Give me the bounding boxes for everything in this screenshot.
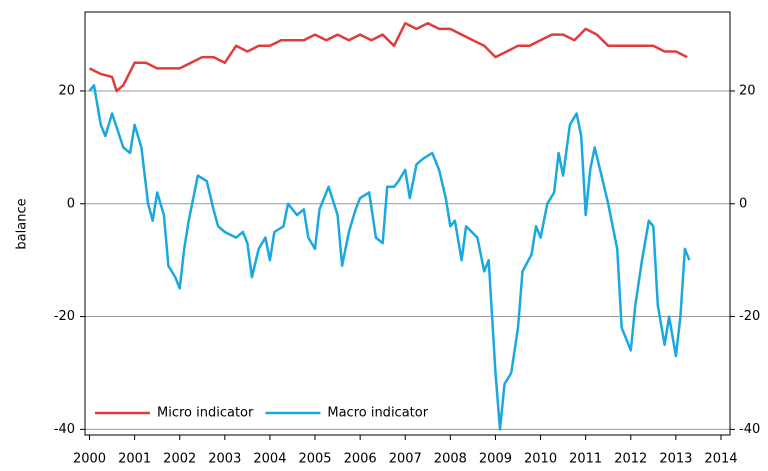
y-tick-label: 0 bbox=[67, 196, 75, 211]
x-tick-label: 2002 bbox=[163, 452, 196, 467]
y2-tick-label: -20 bbox=[739, 309, 760, 324]
y2-tick-label: 20 bbox=[739, 83, 756, 98]
y-axis-label: balance bbox=[15, 198, 30, 249]
x-tick-label: 2013 bbox=[659, 452, 692, 467]
x-tick-label: 2000 bbox=[73, 452, 106, 467]
legend-label: Macro indicator bbox=[327, 406, 428, 421]
x-tick-label: 2005 bbox=[298, 452, 331, 467]
y-tick-label: -20 bbox=[54, 309, 75, 324]
x-tick-label: 2008 bbox=[434, 452, 467, 467]
x-tick-label: 2012 bbox=[614, 452, 647, 467]
x-tick-label: 2004 bbox=[253, 452, 286, 467]
x-tick-label: 2003 bbox=[208, 452, 241, 467]
x-tick-label: 2009 bbox=[479, 452, 512, 467]
plot-frame bbox=[84, 11, 731, 436]
x-tick-label: 2001 bbox=[118, 452, 151, 467]
x-tick-label: 2014 bbox=[704, 452, 737, 467]
legend-label: Micro indicator bbox=[157, 406, 254, 421]
y2-tick-label: -40 bbox=[739, 422, 760, 437]
x-tick-label: 2007 bbox=[389, 452, 422, 467]
series-line bbox=[88, 22, 688, 93]
x-tick-label: 2011 bbox=[569, 452, 602, 467]
y2-tick-label: 0 bbox=[739, 196, 747, 211]
series-line bbox=[88, 84, 691, 431]
x-tick-label: 2006 bbox=[344, 452, 377, 467]
x-tick-label: 2010 bbox=[524, 452, 557, 467]
y-tick-label: -40 bbox=[54, 422, 75, 437]
y-tick-label: 20 bbox=[58, 83, 75, 98]
